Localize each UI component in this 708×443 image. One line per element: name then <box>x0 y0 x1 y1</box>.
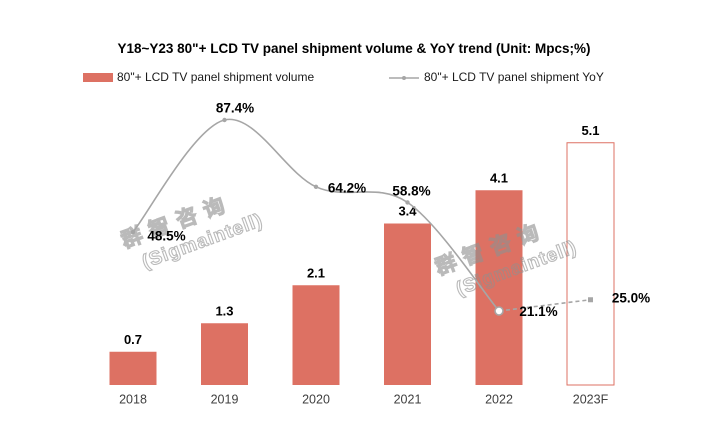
bar-value-label-2022: 4.1 <box>490 170 508 185</box>
yoy-marker-open-circle <box>494 306 504 316</box>
yoy-marker-dot <box>130 229 136 235</box>
yoy-marker-dot <box>405 200 410 205</box>
legend-label-shipment-yoy: 80"+ LCD TV panel shipment YoY <box>424 70 604 84</box>
x-axis-label-2022: 2022 <box>485 393 513 407</box>
yoy-label-2022: 21.1% <box>519 304 557 319</box>
yoy-marker-square <box>588 297 593 303</box>
yoy-label-2019: 87.4% <box>216 101 254 116</box>
yoy-line <box>132 118 500 312</box>
yoy-label-2020: 64.2% <box>328 180 366 195</box>
bar-value-label-2019: 1.3 <box>215 303 233 318</box>
bar-2022 <box>475 190 523 385</box>
x-axis-label-2021: 2021 <box>394 393 422 407</box>
yoy-label-2021: 58.8% <box>392 183 430 198</box>
chart-title: Y18~Y23 80"+ LCD TV panel shipment volum… <box>117 41 591 56</box>
bar-2018 <box>109 351 157 385</box>
yoy-line-forecast-dashed <box>498 298 591 312</box>
legend-item-shipment-volume: 80"+ LCD TV panel shipment volume <box>83 68 314 86</box>
x-axis-label-2019: 2019 <box>211 393 239 407</box>
bar-value-label-2020: 2.1 <box>307 265 325 280</box>
bar-2020 <box>292 285 340 385</box>
yoy-marker-dot <box>313 184 319 190</box>
bar-value-label-2021: 3.4 <box>398 204 417 219</box>
x-axis-label-2023F: 2023F <box>573 393 609 407</box>
bar-legend-swatch-icon <box>83 72 113 82</box>
bar-forecast-2023F <box>566 142 615 386</box>
bar-2019 <box>201 323 248 385</box>
yoy-label-2018: 48.5% <box>147 229 185 244</box>
legend-item-shipment-yoy: 80"+ LCD TV panel shipment YoY <box>388 68 604 86</box>
legend-label-shipment-volume: 80"+ LCD TV panel shipment volume <box>117 70 315 84</box>
line-legend-swatch-icon <box>388 72 420 82</box>
x-axis-label-2018: 2018 <box>119 393 147 407</box>
bar-2021 <box>384 223 431 385</box>
bar-value-label-2023F: 5.1 <box>581 123 599 138</box>
yoy-label-2023F: 25.0% <box>612 290 650 305</box>
x-axis-label-2020: 2020 <box>302 393 330 407</box>
yoy-marker-dot <box>222 117 227 123</box>
bar-value-label-2018: 0.7 <box>124 332 142 347</box>
